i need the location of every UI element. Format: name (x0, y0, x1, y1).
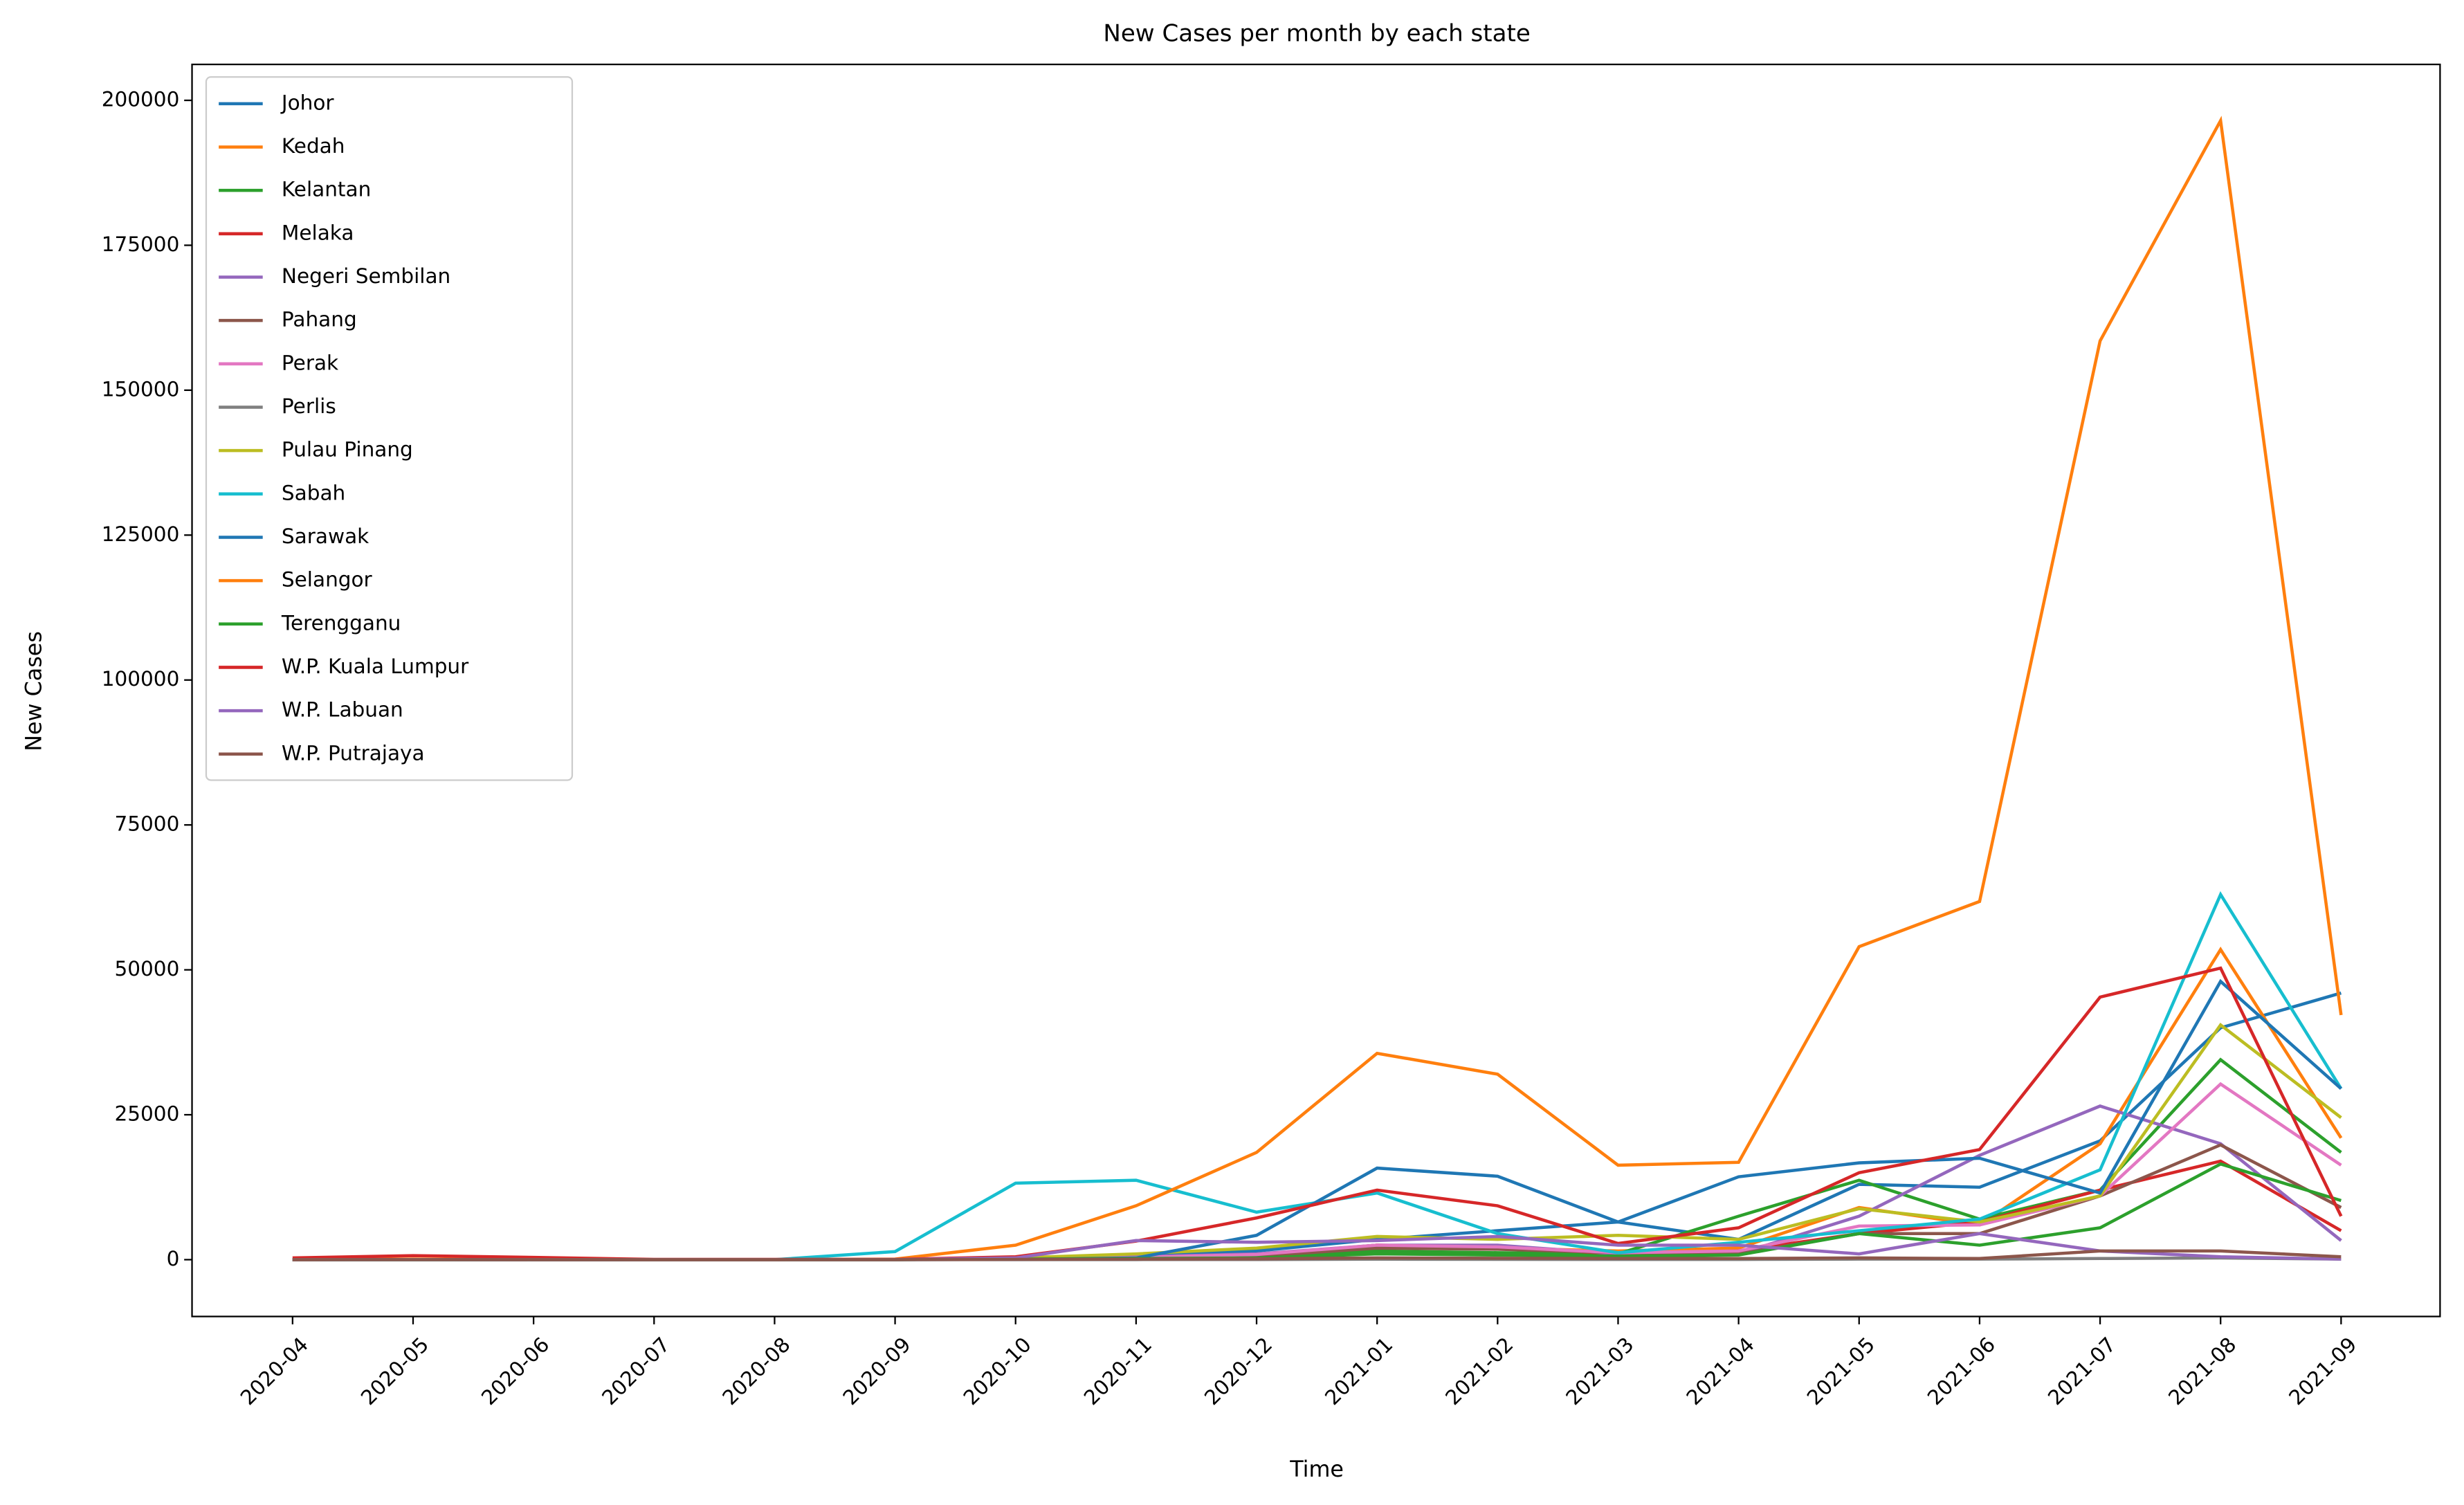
legend-label: Perak (282, 351, 338, 374)
y-axis-label: New Cases (21, 631, 46, 751)
y-tick-label: 0 (167, 1247, 180, 1270)
legend-label: Sabah (282, 481, 345, 504)
legend: Johor Kedah Kelantan Melaka Negeri Sembilan P… (205, 76, 574, 781)
legend-label: Melaka (282, 221, 354, 244)
legend-label: W.P. Kuala Lumpur (282, 655, 469, 678)
y-tick-label: 175000 (102, 232, 180, 256)
y-tick-label: 50000 (115, 957, 180, 980)
legend-label: Kedah (282, 134, 345, 158)
legend-label: W.P. Labuan (282, 698, 403, 722)
y-tick-label: 125000 (102, 522, 180, 546)
chart-title: New Cases per month by each state (1103, 19, 1530, 47)
legend-label: Johor (280, 91, 334, 114)
y-tick-label: 150000 (102, 377, 180, 401)
legend-label: Perlis (282, 394, 336, 418)
y-tick-label: 200000 (102, 88, 180, 111)
legend-label: Sarawak (282, 525, 369, 548)
legend-box (205, 76, 574, 781)
y-tick-label: 25000 (115, 1102, 180, 1126)
legend-label: Terengganu (281, 611, 401, 635)
x-axis-label: Time (1289, 1457, 1344, 1482)
plot-frame (191, 63, 2441, 1317)
y-tick-label: 75000 (115, 812, 180, 836)
legend-label: Negeri Sembilan (282, 264, 450, 288)
legend-label: W.P. Putrajaya (282, 741, 425, 765)
legend-label: Kelantan (282, 178, 371, 201)
legend-label: Pulau Pinang (282, 438, 413, 462)
y-tick-label: 100000 (102, 667, 180, 691)
series-line (292, 1249, 2342, 1261)
legend-label: Pahang (282, 308, 357, 331)
legend-label: Selangor (282, 568, 373, 592)
